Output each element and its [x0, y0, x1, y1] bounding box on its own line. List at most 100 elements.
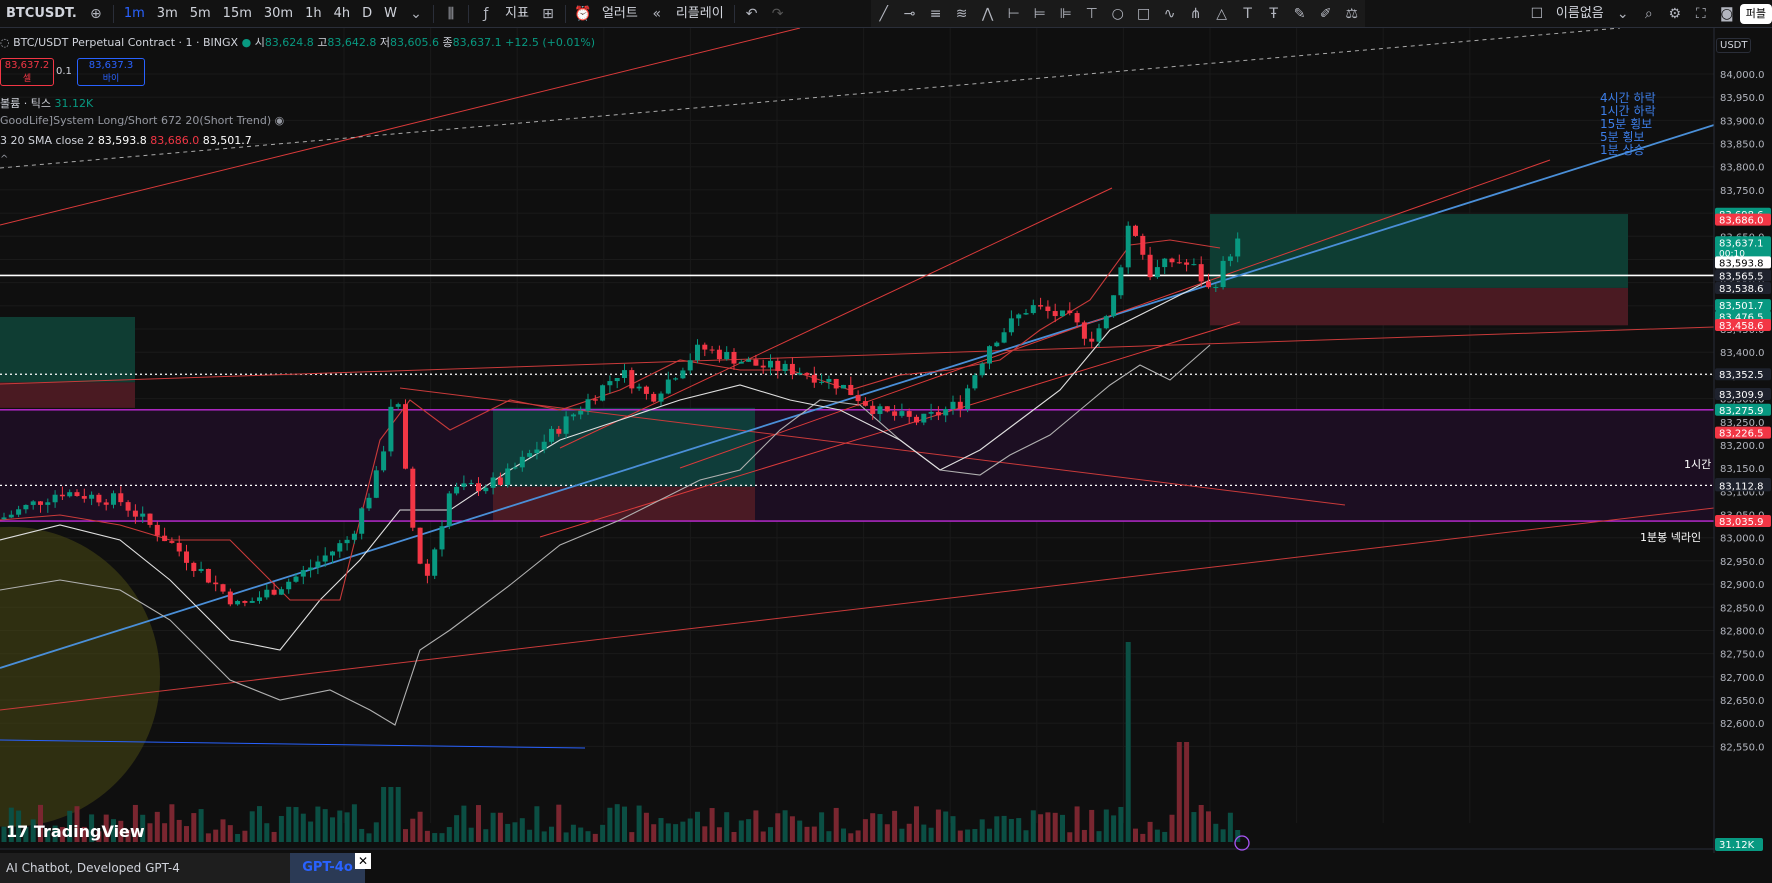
candle-body — [789, 363, 795, 375]
symbol-button[interactable]: BTCUSDT. — [6, 6, 77, 21]
short-position-icon[interactable]: ⊨ — [1033, 5, 1046, 22]
close-icon[interactable]: ✕ — [355, 853, 371, 869]
alerts-button[interactable]: 얼러트 — [601, 6, 638, 21]
ai-chatbot-banner[interactable]: AI Chatbot, Developed GPT-4 — [0, 853, 290, 883]
interval-D[interactable]: D — [362, 6, 373, 21]
volume-bar — [424, 830, 430, 842]
change-value: +12.5 (+0.01%) — [505, 36, 596, 49]
candle-body — [257, 597, 262, 601]
lightning-icon[interactable] — [1234, 835, 1250, 851]
volume-bar — [1140, 833, 1146, 842]
highlighter-icon[interactable]: ✐ — [1319, 5, 1332, 22]
volume-bar — [636, 805, 642, 842]
currency-button[interactable]: USDT — [1716, 38, 1752, 53]
interval-4h[interactable]: 4h — [333, 6, 351, 21]
redo-icon[interactable]: ↷ — [771, 5, 784, 22]
indicator2-legend[interactable]: 3 20 SMA close 2 83,593.8 83,686.0 83,50… — [0, 134, 252, 147]
undo-icon[interactable]: ↶ — [745, 5, 758, 22]
volume-bar — [527, 829, 533, 842]
buy-box[interactable]: 83,637.3 바이 — [77, 58, 145, 86]
candle-body — [972, 375, 978, 389]
interval-W[interactable]: W — [384, 6, 398, 21]
candle-body — [556, 428, 562, 434]
volume-bar — [184, 826, 189, 842]
replay-button[interactable]: 리플레이 — [675, 6, 724, 21]
red-horizontal-trend — [0, 326, 1715, 385]
legend-title-row: ◌ BTC/USDT Perpetual Contract · 1 · BING… — [0, 34, 595, 50]
fib-icon[interactable]: ≋ — [955, 5, 968, 22]
volume-bar — [782, 810, 788, 842]
chevron-down-icon[interactable]: ⌄ — [410, 5, 422, 22]
interval-1m[interactable]: 1m — [123, 6, 145, 21]
replay-icon[interactable]: « — [652, 5, 662, 22]
range-icon[interactable]: ⊫ — [1059, 5, 1072, 22]
candle-body — [330, 551, 335, 556]
interval-5m[interactable]: 5m — [189, 6, 211, 21]
low-label: 저 — [379, 36, 391, 49]
path-icon[interactable]: ∿ — [1163, 5, 1176, 22]
candle-body — [1169, 258, 1175, 263]
pitchfork-icon[interactable]: ⋔ — [1189, 5, 1202, 22]
text-tool-icon[interactable]: ⊤ — [1085, 5, 1098, 22]
indicator1-legend[interactable]: GoodLife]System Long/Short 672 20(Short … — [0, 114, 284, 127]
long-position-icon[interactable]: ⊢ — [1007, 5, 1020, 22]
indicators-icon[interactable]: ƒ — [483, 5, 489, 22]
brush-icon[interactable]: ✎ — [1293, 5, 1306, 22]
text-icon[interactable]: T — [1243, 5, 1252, 22]
dashed-trend — [0, 28, 1621, 169]
parallel-channel-icon[interactable]: ≡ — [929, 5, 942, 22]
interval-15m[interactable]: 15m — [222, 6, 252, 21]
interval-3m[interactable]: 3m — [156, 6, 178, 21]
search-icon[interactable]: ⌕ — [1644, 5, 1653, 22]
gpt-badge[interactable]: GPT-4o — [290, 853, 365, 883]
indicators-button[interactable]: 지표 — [505, 6, 529, 21]
trend-note: 5분 횡보 — [1600, 130, 1645, 144]
layout-name-button[interactable]: 이름없음 — [1555, 6, 1604, 21]
horizontal-ray-icon[interactable]: ⊸ — [903, 5, 916, 22]
trend-line-icon[interactable]: ╱ — [879, 5, 888, 22]
candle-body — [899, 411, 905, 416]
note-icon[interactable]: Ŧ — [1269, 5, 1278, 22]
add-symbol-icon[interactable]: ⊕ — [89, 5, 102, 22]
candle-body — [826, 378, 832, 382]
layout-square-icon[interactable]: ☐ — [1530, 5, 1544, 22]
volume-bar — [987, 828, 992, 842]
alert-icon[interactable]: ⏰ — [574, 5, 592, 22]
legend-title[interactable]: BTC/USDT Perpetual Contract · 1 · BINGX — [13, 36, 239, 49]
candle-body — [643, 386, 649, 394]
circle-tool-icon[interactable]: ○ — [1111, 5, 1124, 22]
candle-body — [673, 378, 679, 380]
y-tick-label: 83,300.0 — [1720, 395, 1765, 406]
volume-bar — [855, 830, 861, 842]
sell-box[interactable]: 83,637.2 셀 — [0, 58, 54, 86]
candles-icon[interactable]: ⫼ — [447, 5, 455, 22]
gear-icon[interactable]: ⚙ — [1668, 5, 1682, 22]
volume-bar — [972, 829, 978, 842]
ruler-icon[interactable]: ⚖ — [1345, 5, 1358, 22]
interval-30m[interactable]: 30m — [263, 6, 294, 21]
candle-body — [1198, 264, 1204, 282]
interval-1h[interactable]: 1h — [305, 6, 322, 21]
status-dot-icon: ● — [241, 36, 252, 49]
templates-icon[interactable]: ⊞ — [542, 5, 554, 22]
rect-tool-icon[interactable]: □ — [1137, 5, 1151, 22]
candle-body — [600, 385, 606, 401]
eye-icon[interactable]: ◉ — [274, 114, 285, 127]
candle-body — [373, 470, 379, 498]
publish-button[interactable]: 퍼블 — [1739, 3, 1772, 24]
price-scale[interactable] — [1714, 28, 1772, 853]
fullscreen-icon[interactable]: ⛶ — [1695, 5, 1706, 22]
chevron-down-icon[interactable]: ⌄ — [1616, 5, 1629, 22]
watermark-text: TradingView — [33, 822, 145, 841]
volume-bar — [797, 820, 803, 842]
candle-body — [38, 501, 43, 505]
camera-icon[interactable]: ◙ — [1719, 5, 1734, 22]
collapse-legend-icon[interactable]: ^ — [0, 154, 9, 165]
volume-bar — [454, 815, 460, 842]
volume-legend[interactable]: 볼륨 · 틱스 31.12K — [0, 95, 93, 111]
triangle-icon[interactable]: △ — [1216, 5, 1228, 22]
candle-body — [906, 411, 912, 417]
pattern-icon[interactable]: ⋀ — [981, 5, 994, 22]
volume-bar — [541, 831, 547, 842]
